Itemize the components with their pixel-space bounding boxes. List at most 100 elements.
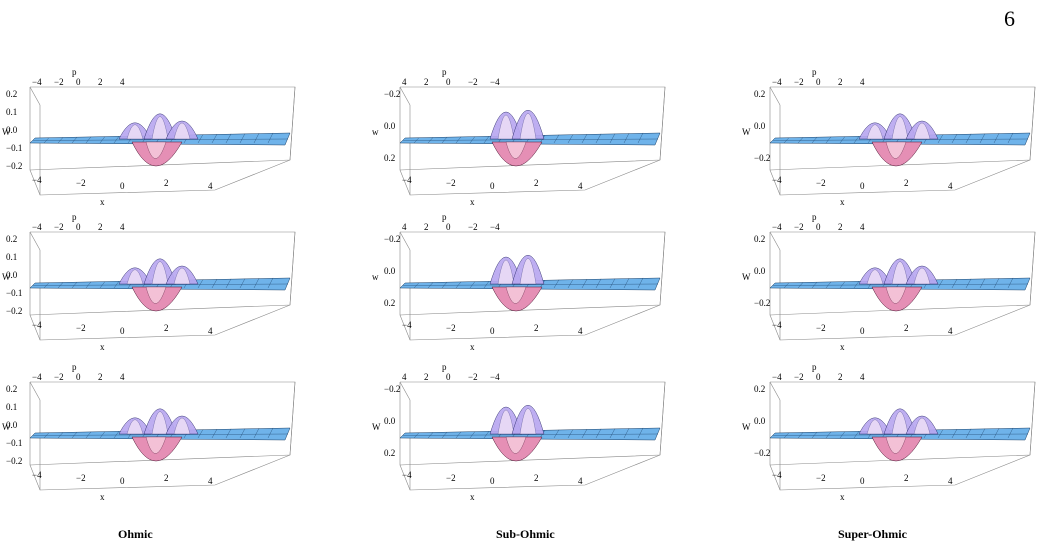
x-tick-label: 0 [120,181,125,191]
w-tick-label: 0.2 [384,298,395,308]
x-tick-label: 4 [948,181,953,191]
p-tick-label: 4 [120,77,125,87]
p-axis-label: p [442,362,447,372]
x-axis-label: x [100,342,105,352]
w-tick-label: 0.0 [754,121,766,131]
w-axis-label: W [2,127,11,137]
x-tick-label: −4 [32,175,42,185]
x-tick-label: −4 [772,175,782,185]
page-number: 6 [1004,6,1015,31]
w-tick-label: −0.2 [384,234,400,244]
p-tick-label: 4 [402,372,407,382]
x-tick-label: 4 [208,181,213,191]
x-tick-label: 4 [948,476,953,486]
w-tick-label: 0.0 [384,121,396,131]
p-tick-label: −2 [54,77,64,87]
w-tick-label: −0.2 [6,161,22,171]
p-tick-label: −2 [794,222,804,232]
p-tick-label: −4 [772,372,782,382]
w-tick-label: 0.2 [6,384,17,394]
p-tick-label: 2 [424,222,429,232]
p-axis-label: p [812,362,817,372]
w-tick-label: −0.2 [754,448,770,458]
p-tick-label: 2 [838,77,843,87]
w-tick-label: 0.0 [6,420,18,430]
wigner-plot-sub-ohmic-1: 4 2 0 −2 −4 p −0.2 0.0 0.2 w −4 −2 0 2 4 x [370,65,680,225]
w-axis-label: w [372,127,379,137]
w-tick-label: 0.0 [384,416,396,426]
p-tick-label: −2 [54,372,64,382]
p-tick-label: −4 [490,77,500,87]
x-tick-label: 0 [860,476,865,486]
x-axis-label: x [840,492,845,502]
column-label-sub-ohmic: Sub-Ohmic [496,527,555,541]
p-tick-label: 4 [120,222,125,232]
p-tick-label: 4 [860,222,865,232]
w-tick-label: −0.2 [384,384,400,394]
w-tick-label: −0.1 [6,288,22,298]
p-tick-label: −2 [54,222,64,232]
p-tick-label: 2 [838,222,843,232]
x-tick-label: 0 [120,326,125,336]
x-axis-label: x [470,342,475,352]
p-tick-label: −2 [468,77,478,87]
p-tick-label: 0 [76,222,81,232]
p-tick-label: −4 [772,222,782,232]
x-tick-label: −2 [446,473,456,483]
x-tick-label: 2 [904,323,909,333]
x-tick-label: −2 [76,323,86,333]
x-tick-label: −2 [816,323,826,333]
x-tick-label: −2 [76,473,86,483]
p-tick-label: −4 [772,77,782,87]
w-tick-label: −0.2 [754,298,770,308]
x-tick-label: −4 [32,320,42,330]
w-axis-label: W [2,422,11,432]
x-tick-label: 4 [208,326,213,336]
p-tick-label: 0 [446,222,451,232]
x-tick-label: −4 [402,175,412,185]
x-tick-label: 4 [948,326,953,336]
x-tick-label: −4 [32,470,42,480]
p-tick-label: 4 [860,372,865,382]
wigner-plot-sub-ohmic-3: 4 2 0 −2 −4 p −0.2 0.0 0.2 W −4 −2 0 2 4 x [370,360,680,520]
p-tick-label: −4 [490,222,500,232]
w-tick-label: −0.2 [6,456,22,466]
x-tick-label: 4 [578,326,583,336]
p-tick-label: 2 [424,372,429,382]
p-tick-label: −4 [490,372,500,382]
w-axis-label: W [742,127,751,137]
p-tick-label: −4 [32,372,42,382]
w-tick-label: 0.2 [384,448,395,458]
x-tick-label: 4 [208,476,213,486]
w-tick-label: −0.1 [6,143,22,153]
w-tick-label: 0.1 [6,402,17,412]
x-axis-label: x [100,492,105,502]
x-tick-label: −2 [446,178,456,188]
w-tick-label: −0.2 [384,89,400,99]
p-tick-label: 0 [446,77,451,87]
p-axis-label: p [72,362,77,372]
wigner-plot-super-ohmic-1: −4 −2 0 2 4 p 0.2 0.0 −0.2 W −4 −2 0 2 4 x [740,65,1047,225]
x-tick-label: 2 [164,473,169,483]
p-tick-label: 4 [860,77,865,87]
x-tick-label: 0 [120,476,125,486]
p-axis-label: p [812,67,817,77]
p-tick-label: −4 [32,77,42,87]
p-axis-label: p [442,67,447,77]
p-tick-label: 0 [76,77,81,87]
p-tick-label: 4 [120,372,125,382]
x-axis-label: x [840,197,845,207]
p-tick-label: 0 [816,372,821,382]
x-tick-label: −4 [402,320,412,330]
wigner-plot-super-ohmic-2: −4 −2 0 2 4 p 0.2 0.0 −0.2 W −4 −2 0 2 4 x [740,210,1047,370]
p-axis-label: p [72,67,77,77]
x-tick-label: 4 [578,181,583,191]
x-axis-label: x [840,342,845,352]
p-tick-label: −2 [794,77,804,87]
x-tick-label: 2 [164,178,169,188]
w-tick-label: −0.1 [6,438,22,448]
x-tick-label: 2 [534,473,539,483]
x-tick-label: −4 [772,470,782,480]
x-tick-label: −2 [76,178,86,188]
w-tick-label: 0.0 [754,416,766,426]
